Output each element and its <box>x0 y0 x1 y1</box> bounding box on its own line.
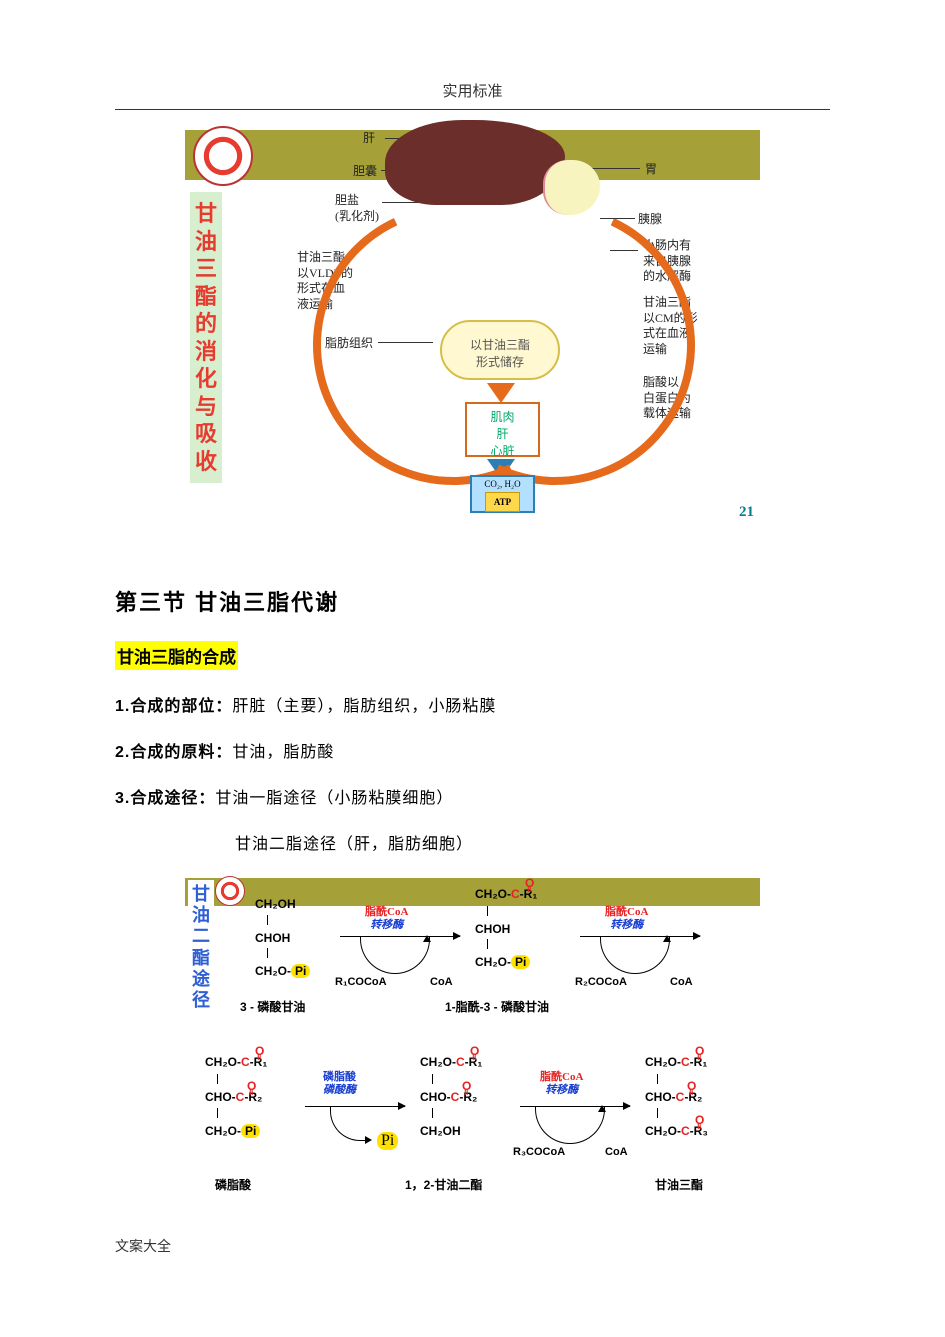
label-gallbladder: 胆囊 <box>353 164 377 180</box>
rest-3: 甘油一脂途径（小肠粘膜细胞） <box>215 790 453 807</box>
enz1-bot: 转移酶 <box>370 919 403 931</box>
f3m2-l2a: CHO- <box>420 1090 451 1104</box>
dag-pathway-diagram-1: 甘油二酯途径 CH₂OH CHOH CH₂O-Pi 3 - 磷酸甘油 脂酰CoA… <box>185 876 760 1026</box>
m2-pi: Pi <box>511 955 530 969</box>
point-3b: 甘油二脂途径（肝，脂肪细胞） <box>235 830 830 854</box>
molecule-phosphatidic-acid: O ‖ CH₂O-C-R₁ O ‖ CHO-C-R₂ CH₂O-Pi <box>205 1054 267 1140</box>
enz2-top: 脂酰CoA <box>605 906 648 918</box>
liver-icon <box>385 120 565 205</box>
sub1-left: R₁COCoA <box>335 976 387 988</box>
f3-substrate-curve <box>535 1106 605 1144</box>
f3e2-top: 脂酰CoA <box>540 1071 583 1083</box>
m1-pi: Pi <box>291 964 310 978</box>
leader-line <box>378 342 433 343</box>
f3m1-c1: C <box>241 1055 250 1069</box>
f3m1-name: 磷脂酸 <box>215 1176 251 1193</box>
f3m3-c1: C <box>681 1055 690 1069</box>
label-bile-salt: 胆盐(乳化剂) <box>335 193 379 224</box>
f3m1-l2a: CHO- <box>205 1090 236 1104</box>
key-3: 合成途径： <box>130 790 215 807</box>
enz2-bot: 转移酶 <box>610 919 643 931</box>
molecule-glycerol-3p: CH₂OH CHOH CH₂O-Pi <box>255 896 310 980</box>
enzyme-2: 脂酰CoA 转移酶 <box>605 906 648 932</box>
atp-tag: ATP <box>485 492 520 512</box>
dag-pathway-diagram-2: O ‖ CH₂O-C-R₁ O ‖ CHO-C-R₂ CH₂O-Pi 磷脂酸 磷… <box>185 1046 760 1206</box>
point-3: 3.合成途径：甘油一脂途径（小肠粘膜细胞） <box>115 784 830 808</box>
m1-l3a: CH₂O- <box>255 964 291 978</box>
f3m1-pi: Pi <box>241 1124 260 1138</box>
sub1-right: CoA <box>430 976 453 988</box>
page-header: 实用标准 <box>115 80 830 101</box>
substrate-curve-1 <box>360 936 430 974</box>
m1-l1: CH₂OH <box>255 896 310 913</box>
seal-icon-2 <box>215 876 245 906</box>
f3m2-c1: C <box>456 1055 465 1069</box>
f3-pi-arrowhead <box>365 1136 372 1144</box>
f3m3-c3: C <box>681 1124 690 1138</box>
f3e1-top: 磷脂酸 <box>323 1071 356 1083</box>
m2-c: C <box>511 887 520 901</box>
f3m3-name: 甘油三酯 <box>655 1176 703 1193</box>
f3m2-name: 1，2-甘油二酯 <box>405 1176 482 1193</box>
substrate-curve-2 <box>600 936 670 974</box>
leader-line <box>600 218 635 219</box>
sub2-right: CoA <box>670 976 693 988</box>
muscle-box: 肌肉肝心脏 <box>465 402 540 457</box>
page-footer: 文案大全 <box>115 1236 830 1256</box>
label-liver: 肝 <box>363 131 375 147</box>
m2-l2: CHOH <box>475 921 537 938</box>
f3e1-bot: 磷酸酶 <box>323 1084 356 1096</box>
f3-sub2-left: R₃COCoA <box>513 1146 565 1158</box>
highlight-synthesis: 甘油三脂的合成 <box>115 641 238 670</box>
f3m3-l2a: CHO- <box>645 1090 676 1104</box>
university-seal-icon <box>193 126 253 186</box>
f3m1-l3a: CH₂O- <box>205 1124 241 1138</box>
key-2: 合成的原料： <box>130 744 232 761</box>
rest-2: 甘油，脂肪酸 <box>232 744 334 761</box>
section-heading: 第三节 甘油三脂代谢 <box>115 585 830 617</box>
m1-l2: CHOH <box>255 930 310 947</box>
m2-l1a: CH₂O- <box>475 887 511 901</box>
fig2-vertical-title: 甘油二酯途径 <box>188 880 214 1015</box>
label-stomach: 胃 <box>645 162 657 178</box>
molecule-tag: O ‖ CH₂O-C-R₁ O ‖ CHO-C-R₂ O ‖ CH₂O-C-R₃ <box>645 1054 708 1140</box>
num-2: 2. <box>115 744 130 761</box>
leader-line <box>590 168 640 169</box>
num-1: 1. <box>115 698 130 715</box>
f3m1-l1a: CH₂O- <box>205 1055 241 1069</box>
m2-name: 1-脂酰-3 - 磷酸甘油 <box>445 998 549 1015</box>
slide-page-number: 21 <box>739 504 754 521</box>
molecule-1-acyl-g3p: O ‖ CH₂O-C-R₁ CHOH CH₂O-Pi <box>475 886 537 971</box>
f3-pi-out: Pi <box>377 1132 398 1150</box>
f3e2-bot: 转移酶 <box>545 1084 578 1096</box>
m2-l3a: CH₂O- <box>475 955 511 969</box>
m1-name: 3 - 磷酸甘油 <box>240 998 305 1015</box>
point-1: 1.合成的部位：肝脏（主要），脂肪组织，小肠粘膜 <box>115 692 830 716</box>
rest-1: 肝脏（主要），脂肪组织，小肠粘膜 <box>232 698 496 715</box>
header-rule <box>115 109 830 110</box>
key-1: 合成的部位： <box>130 698 232 715</box>
enzyme-1: 脂酰CoA 转移酶 <box>365 906 408 932</box>
sub2-left: R₂COCoA <box>575 976 627 988</box>
digestion-diagram: 甘油三酯的消化与吸收 以甘油三酯形式储存 肌肉肝心脏 CO₂, H₂O ATP … <box>185 120 760 525</box>
f3m2-l3: CH₂OH <box>420 1123 482 1140</box>
num-3: 3. <box>115 790 130 807</box>
arrow-to-muscle <box>487 383 515 403</box>
enz1-top: 脂酰CoA <box>365 906 408 918</box>
f3-enzyme-2: 脂酰CoA 转移酶 <box>540 1071 583 1097</box>
label-pancreas: 胰腺 <box>638 212 662 228</box>
leader-line <box>610 250 638 251</box>
point-2: 2.合成的原料：甘油，脂肪酸 <box>115 738 830 762</box>
f3m3-l1a: CH₂O- <box>645 1055 681 1069</box>
fig1-vertical-title: 甘油三酯的消化与吸收 <box>190 192 222 483</box>
f3m2-l1a: CH₂O- <box>420 1055 456 1069</box>
molecule-dag: O ‖ CH₂O-C-R₁ O ‖ CHO-C-R₂ CH₂OH <box>420 1054 482 1140</box>
f3m3-l3a: CH₂O- <box>645 1124 681 1138</box>
f3-pi-release-curve <box>330 1106 370 1141</box>
f3-sub2-right: CoA <box>605 1146 628 1158</box>
storage-cloud: 以甘油三酯形式储存 <box>440 320 560 380</box>
f3-enzyme-1: 磷脂酸 磷酸酶 <box>323 1071 356 1097</box>
